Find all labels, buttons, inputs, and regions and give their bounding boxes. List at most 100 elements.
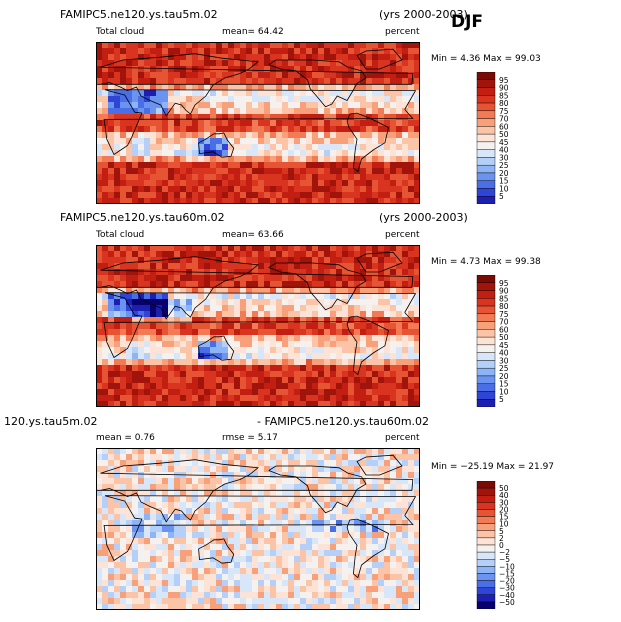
- field-cell: [324, 144, 331, 151]
- field-cell: [318, 448, 325, 455]
- field-cell: [108, 335, 115, 342]
- field-cell: [120, 389, 127, 396]
- field-cell: [198, 377, 205, 384]
- field-cell: [186, 550, 193, 557]
- field-cell: [336, 120, 343, 127]
- field-cell: [312, 341, 319, 348]
- field-cell: [348, 484, 355, 491]
- field-cell: [294, 598, 301, 605]
- field-cell: [168, 257, 175, 264]
- field-cell: [396, 377, 403, 384]
- field-cell: [114, 514, 121, 521]
- field-cell: [372, 556, 379, 563]
- field-cell: [360, 90, 367, 97]
- field-cell: [330, 245, 337, 252]
- field-cell: [354, 198, 361, 204]
- field-cell: [216, 66, 223, 73]
- field-cell: [204, 568, 211, 575]
- field-cell: [114, 490, 121, 497]
- field-cell: [210, 383, 217, 390]
- field-cell: [126, 245, 133, 252]
- field-cell: [414, 305, 420, 312]
- field-cell: [276, 371, 283, 378]
- field-cell: [132, 120, 139, 127]
- field-cell: [318, 580, 325, 587]
- field-cell: [408, 168, 415, 175]
- field-cell: [246, 72, 253, 79]
- field-cell: [168, 66, 175, 73]
- field-cell: [282, 84, 289, 91]
- field-cell: [360, 132, 367, 139]
- field-cell: [396, 108, 403, 115]
- field-cell: [126, 84, 133, 91]
- field-cell: [366, 299, 373, 306]
- field-cell: [156, 365, 163, 372]
- field-cell: [132, 269, 139, 276]
- season-label: DJF: [451, 12, 484, 32]
- field-cell: [372, 580, 379, 587]
- field-cell: [324, 60, 331, 67]
- field-cell: [96, 251, 103, 258]
- field-cell: [138, 389, 145, 396]
- field-cell: [210, 96, 217, 103]
- field-cell: [396, 269, 403, 276]
- field-cell: [288, 472, 295, 479]
- field-cell: [96, 174, 103, 181]
- field-cell: [312, 508, 319, 515]
- field-cell: [402, 156, 409, 163]
- field-cell: [282, 144, 289, 151]
- field-cell: [384, 520, 391, 527]
- field-cell: [396, 466, 403, 473]
- field-cell: [276, 377, 283, 384]
- field-cell: [132, 365, 139, 372]
- field-cell: [186, 293, 193, 300]
- field-cell: [198, 562, 205, 569]
- field-cell: [366, 496, 373, 503]
- field-cell: [336, 508, 343, 515]
- panel3-case-title-left: 120.ys.tau5m.02: [4, 415, 98, 428]
- field-cell: [138, 353, 145, 360]
- field-cell: [390, 508, 397, 515]
- field-cell: [264, 472, 271, 479]
- field-cell: [144, 454, 151, 461]
- field-cell: [168, 478, 175, 485]
- field-cell: [186, 574, 193, 581]
- field-cell: [180, 144, 187, 151]
- colorbar-tick-label: 15: [499, 380, 509, 389]
- field-cell: [156, 490, 163, 497]
- field-cell: [126, 168, 133, 175]
- field-cell: [372, 520, 379, 527]
- field-cell: [270, 550, 277, 557]
- field-cell: [384, 580, 391, 587]
- field-cell: [318, 162, 325, 169]
- field-cell: [312, 138, 319, 145]
- field-cell: [324, 305, 331, 312]
- field-cell: [318, 586, 325, 593]
- field-cell: [150, 293, 157, 300]
- field-cell: [360, 383, 367, 390]
- field-cell: [348, 448, 355, 455]
- field-cell: [300, 162, 307, 169]
- field-cell: [366, 138, 373, 145]
- field-cell: [162, 287, 169, 294]
- field-cell: [318, 478, 325, 485]
- field-cell: [204, 454, 211, 461]
- field-cell: [264, 574, 271, 581]
- field-cell: [192, 478, 199, 485]
- field-cell: [246, 586, 253, 593]
- field-cell: [336, 347, 343, 354]
- field-cell: [96, 245, 103, 252]
- field-cell: [390, 550, 397, 557]
- field-cell: [360, 484, 367, 491]
- field-cell: [156, 371, 163, 378]
- field-cell: [342, 544, 349, 551]
- field-cell: [138, 162, 145, 169]
- field-cell: [138, 180, 145, 187]
- field-cell: [276, 281, 283, 288]
- field-cell: [114, 532, 121, 539]
- field-cell: [168, 389, 175, 396]
- field-cell: [396, 347, 403, 354]
- field-cell: [234, 353, 241, 360]
- field-cell: [306, 174, 313, 181]
- field-cell: [282, 574, 289, 581]
